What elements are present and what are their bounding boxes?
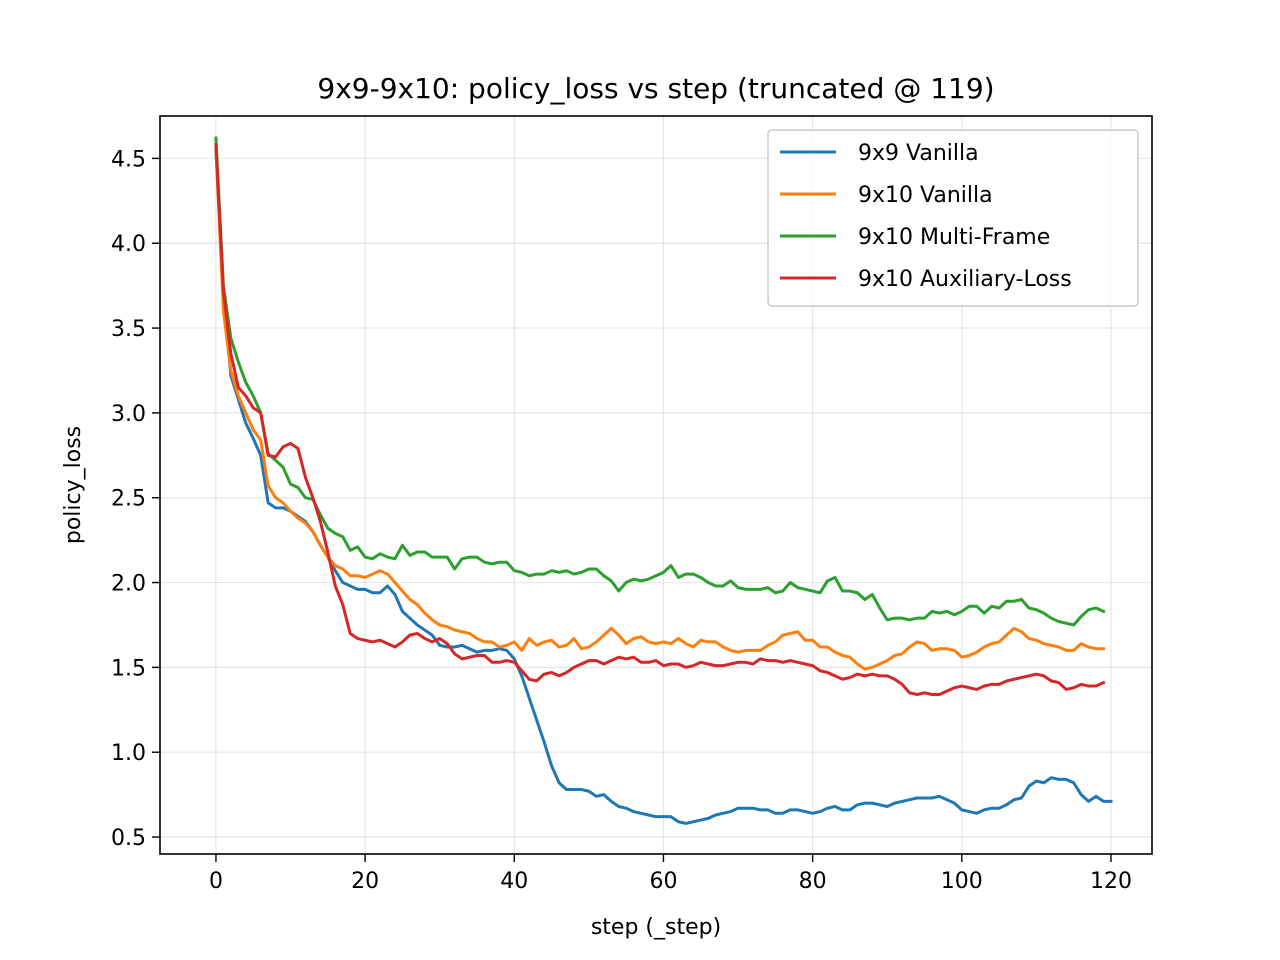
- x-axis-label: step (_step): [591, 915, 721, 940]
- y-tick-label: 3.5: [111, 317, 146, 342]
- x-tick-label: 100: [941, 869, 983, 894]
- y-tick-label: 1.0: [111, 741, 146, 766]
- legend-box: [767, 129, 1139, 307]
- series-line-3: [214, 143, 1106, 697]
- chart-title: 9x9-9x10: policy_loss vs step (truncated…: [317, 72, 994, 105]
- legend-label: 9x10 Vanilla: [858, 183, 993, 208]
- y-tick-label: 1.5: [111, 656, 146, 681]
- x-tick-label: 80: [799, 869, 827, 894]
- x-tick-label: 0: [209, 869, 223, 894]
- x-tick-label: 40: [500, 869, 528, 894]
- series-lines: [214, 136, 1113, 825]
- series-line-2: [214, 136, 1106, 627]
- y-tick-label: 0.5: [111, 826, 146, 851]
- grid: [160, 116, 1152, 854]
- y-tick-label: 2.0: [111, 572, 146, 597]
- legend-label: 9x9 Vanilla: [858, 141, 979, 166]
- x-tick-label: 20: [351, 869, 379, 894]
- plot-area-frame: [159, 115, 1153, 855]
- y-tick-label: 4.5: [111, 147, 146, 172]
- x-tick-label: 60: [649, 869, 677, 894]
- y-axis-label: policy_loss: [61, 426, 86, 544]
- y-tick-label: 2.5: [111, 487, 146, 512]
- series-line-0: [214, 148, 1113, 825]
- series-line-1: [214, 146, 1106, 671]
- axis-ticks: 0 20 40 60 80 100 120 0.5 1.0 1.5 2.0 2.5 3.0 3.5 4.0 4…: [111, 147, 1132, 894]
- x-tick-label: 120: [1090, 869, 1132, 894]
- y-tick-label: 4.0: [111, 232, 146, 257]
- legend: 9x9 Vanilla 9x10 Vanilla 9x10 Multi-Frame 9…: [767, 129, 1139, 307]
- legend-label: 9x10 Multi-Frame: [858, 225, 1050, 250]
- y-tick-label: 3.0: [111, 402, 146, 427]
- legend-label: 9x10 Auxiliary-Loss: [858, 267, 1072, 292]
